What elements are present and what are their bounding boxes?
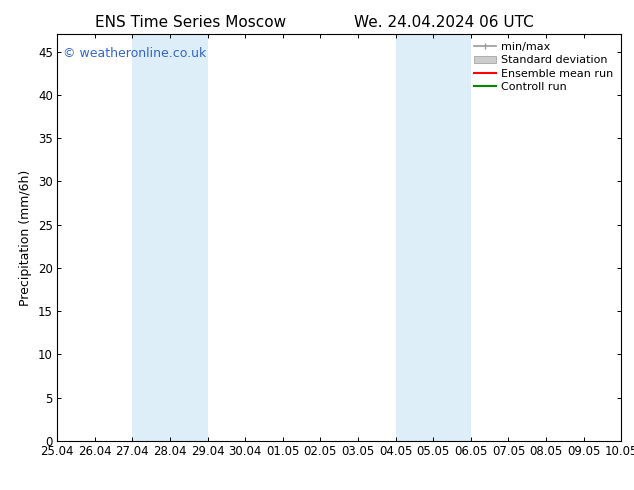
Bar (396, 34, 471, 441)
Bar (133, 34, 207, 441)
Y-axis label: Precipitation (mm/6h): Precipitation (mm/6h) (20, 170, 32, 306)
Legend: min/max, Standard deviation, Ensemble mean run, Controll run: min/max, Standard deviation, Ensemble me… (471, 40, 616, 94)
Text: ENS Time Series Moscow: ENS Time Series Moscow (94, 15, 286, 30)
Text: © weatheronline.co.uk: © weatheronline.co.uk (63, 47, 206, 59)
Text: We. 24.04.2024 06 UTC: We. 24.04.2024 06 UTC (354, 15, 534, 30)
